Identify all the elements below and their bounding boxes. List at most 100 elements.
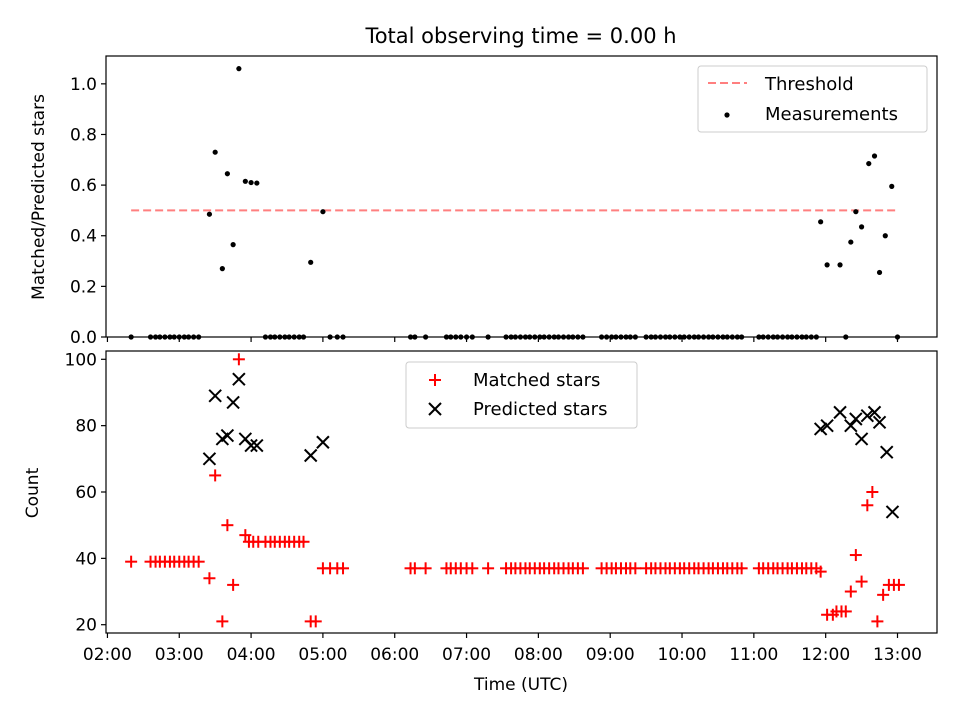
top-panel: 0.0 0.2 0.4 0.6 0.8 1.0 Matched/Predicted sta… (29, 55, 938, 348)
bottom-y-tick-label: 40 (75, 549, 97, 569)
bottom-axes-frame (105, 350, 938, 634)
measurement-point (876, 269, 883, 276)
predicted-star-marker (250, 438, 264, 453)
legend-predicted-swatch (428, 402, 442, 416)
measurement-point (882, 233, 888, 239)
bottom-y-tick-label: 60 (75, 483, 97, 503)
top-y-tick-label: 0.2 (70, 277, 97, 297)
predicted-star-marker (854, 432, 869, 446)
predicted-star-marker (208, 389, 222, 403)
matched-star-marker (855, 575, 868, 588)
matched-star-marker (297, 535, 310, 548)
legend-predicted-label: Predicted stars (473, 399, 607, 420)
matched-star-marker (839, 605, 852, 618)
legend-measurements-label: Measurements (765, 104, 898, 125)
x-tick-label: 04:00 (227, 645, 276, 665)
matched-star-marker (192, 555, 205, 568)
measurement-point (230, 241, 236, 248)
bottom-y-axis-label: Count (23, 467, 43, 518)
top-y-tick-label: 0.8 (70, 125, 97, 145)
matched-star-marker (735, 562, 748, 575)
legend-measurements-swatch (724, 112, 730, 118)
matched-star-marker (227, 578, 240, 591)
x-axis-label: Time (UTC) (473, 675, 568, 695)
x-tick-label: 02:00 (83, 645, 132, 665)
measurement-point (871, 153, 878, 159)
matched-star-marker (203, 572, 216, 585)
legend-threshold-label: Threshold (764, 74, 854, 95)
matched-star-marker (125, 555, 138, 568)
legend-matched-swatch (429, 374, 441, 386)
top-y-tick-label: 0.4 (70, 227, 97, 247)
top-y-tick-label: 0.0 (70, 328, 97, 348)
bottom-legend: Matched stars Predicted stars (405, 361, 638, 429)
predicted-star-marker (849, 412, 863, 426)
matched-star-marker (814, 565, 827, 578)
matched-star-marker (861, 499, 874, 512)
top-y-tick-label: 0.6 (70, 176, 97, 196)
measurement-point (308, 259, 314, 265)
top-legend: Threshold Measurements (697, 65, 928, 133)
matched-star-marker (871, 615, 884, 628)
x-tick-label: 11:00 (729, 645, 778, 665)
measurement-point (858, 224, 865, 230)
matched-star-marker (216, 615, 229, 628)
x-tick-label: 06:00 (370, 645, 419, 665)
x-tick-label: 12:00 (801, 645, 850, 665)
predicted-star-marker (202, 452, 217, 466)
measurement-point (212, 149, 218, 155)
legend-matched-label: Matched stars (473, 370, 600, 391)
predicted-star-marker (303, 448, 318, 463)
measurement-point (866, 160, 872, 167)
top-axes-frame (105, 55, 938, 338)
matched-star-marker (466, 562, 479, 575)
matched-star-marker (892, 578, 905, 591)
predicted-star-marker (844, 418, 858, 433)
bottom-y-tick-label: 80 (75, 417, 97, 437)
predicted-star-marker (820, 418, 834, 433)
measurement-point (206, 211, 213, 217)
predicted-star-marker (872, 415, 887, 430)
matched-star-marker (337, 562, 350, 575)
matched-star-marker (866, 486, 879, 498)
predicted-star-marker (316, 435, 330, 449)
matched-star-marker (482, 562, 495, 575)
predicted-star-marker (226, 395, 240, 410)
predicted-star-marker (867, 405, 882, 420)
measurement-point (837, 262, 843, 268)
matched-star-marker (221, 519, 234, 532)
bottom-y-tick-label: 20 (75, 616, 97, 636)
top-y-tick-label: 1.0 (70, 75, 97, 95)
top-y-axis-label: Matched/Predicted stars (29, 94, 49, 300)
predicted-star-marker (833, 405, 847, 420)
measurement-point (248, 179, 254, 186)
measurement-point (824, 262, 830, 268)
x-tick-label: 13:00 (873, 645, 922, 665)
predicted-star-marker (860, 408, 875, 423)
matched-star-marker (849, 549, 862, 562)
measurement-point (224, 171, 230, 177)
measurement-point (320, 209, 326, 215)
predicted-star-marker (232, 372, 246, 386)
x-tick-label: 09:00 (586, 645, 635, 665)
measurement-point (889, 183, 895, 189)
x-tick-label: 07:00 (442, 645, 491, 665)
measurement-point (242, 178, 248, 184)
predicted-star-marker (813, 422, 828, 436)
matched-star-marker (844, 585, 857, 598)
predicted-star-marker (220, 428, 235, 443)
predicted-star-marker (244, 438, 258, 453)
matched-star-marker (576, 562, 589, 575)
measurement-point (818, 219, 824, 225)
predicted-star-marker (885, 505, 900, 519)
bottom-panel: 20 40 60 80 100 02:00 03:00 04:00 05:00 06:00 07:… (23, 350, 938, 695)
measurement-point (219, 266, 225, 272)
matched-star-marker (877, 588, 890, 601)
matched-star-marker (239, 529, 252, 542)
measurement-point (848, 239, 854, 245)
measurement-point (254, 180, 260, 186)
predicted-star-marker (880, 445, 894, 459)
x-tick-label: 03:00 (155, 645, 204, 665)
chart-title: Total observing time = 0.00 h (364, 24, 676, 48)
